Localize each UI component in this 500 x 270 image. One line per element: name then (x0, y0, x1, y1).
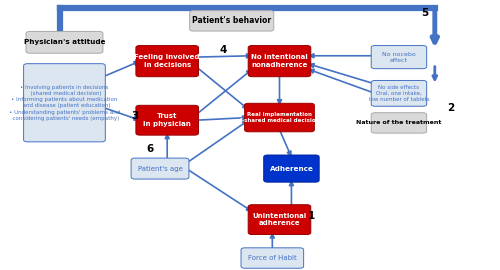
Text: Nature of the treatment: Nature of the treatment (356, 120, 442, 125)
Text: 5: 5 (422, 8, 429, 18)
FancyBboxPatch shape (136, 46, 198, 77)
FancyBboxPatch shape (371, 113, 426, 133)
FancyBboxPatch shape (131, 158, 189, 179)
Text: No intentional
nonadherence: No intentional nonadherence (251, 54, 308, 68)
Text: Patient's behavior: Patient's behavior (192, 16, 272, 25)
FancyBboxPatch shape (371, 80, 426, 106)
FancyBboxPatch shape (26, 31, 103, 53)
FancyBboxPatch shape (241, 248, 304, 268)
Text: Unintentional
adherence: Unintentional adherence (252, 213, 306, 226)
Text: 4: 4 (220, 45, 227, 55)
Text: Force of Habit: Force of Habit (248, 255, 296, 261)
FancyBboxPatch shape (248, 46, 311, 77)
Text: Feeling involved
in decisions: Feeling involved in decisions (134, 54, 200, 68)
Text: 6: 6 (146, 144, 153, 154)
Text: No nocebo
effect: No nocebo effect (382, 52, 416, 63)
Text: Patient's age: Patient's age (138, 166, 182, 171)
FancyBboxPatch shape (136, 105, 198, 135)
Text: Physician's attitude: Physician's attitude (24, 39, 105, 45)
Text: Real implementation
of shared medical decisions: Real implementation of shared medical de… (236, 112, 323, 123)
FancyBboxPatch shape (248, 205, 311, 235)
FancyBboxPatch shape (264, 155, 319, 182)
FancyBboxPatch shape (244, 103, 314, 132)
Text: 1: 1 (308, 211, 315, 221)
Text: Trust
in physician: Trust in physician (144, 113, 191, 127)
FancyBboxPatch shape (24, 64, 105, 142)
Text: • Involving patients in decisions
  (shared medical decision)
• Informing patien: • Involving patients in decisions (share… (9, 85, 120, 121)
Text: No side effects
Oral, one intake,
low number of tablets: No side effects Oral, one intake, low nu… (368, 85, 430, 102)
Text: 2: 2 (447, 103, 454, 113)
Text: Adherence: Adherence (270, 166, 314, 171)
Text: 3: 3 (132, 111, 139, 121)
FancyBboxPatch shape (190, 11, 274, 31)
FancyBboxPatch shape (371, 46, 426, 69)
